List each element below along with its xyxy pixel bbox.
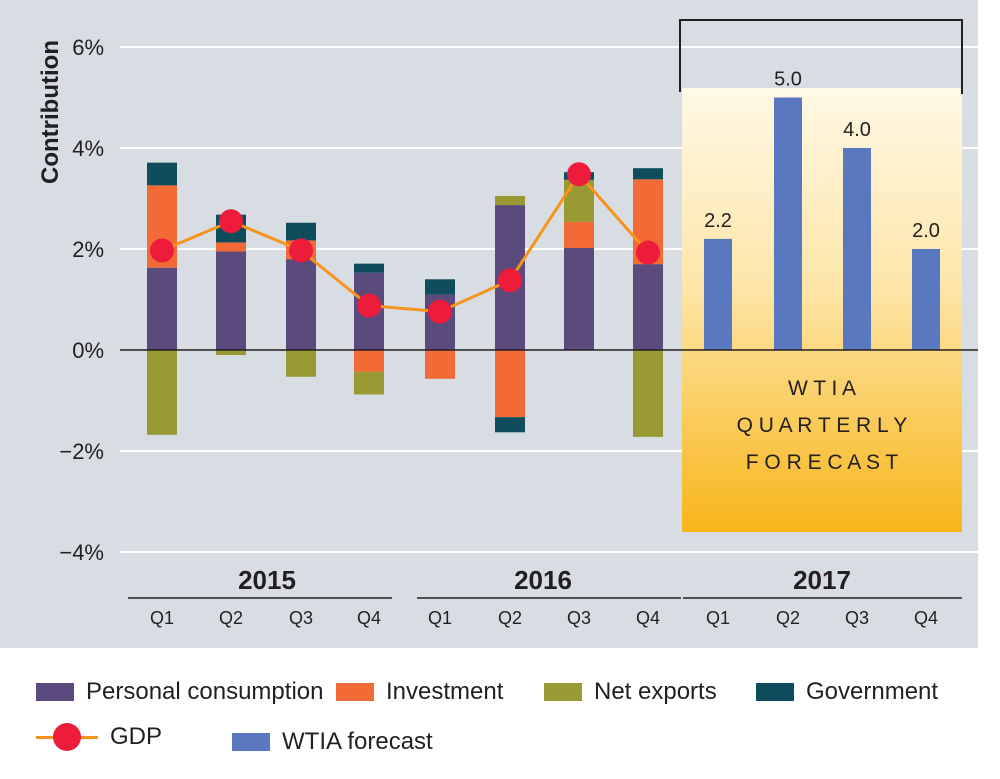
- quarter-label: Q1: [428, 608, 452, 628]
- quarter-label: Q3: [845, 608, 869, 628]
- legend-label: Investment: [386, 678, 504, 705]
- y-tick-label: −4%: [59, 540, 104, 565]
- forecast-bar: [843, 148, 871, 350]
- y-axis-title: Contribution: [37, 40, 64, 184]
- bar-segment: [495, 417, 525, 433]
- forecast-panel-text: Q U A R T E R L Y: [737, 414, 908, 437]
- bar-segment: [633, 168, 663, 180]
- bar-segment: [495, 195, 525, 206]
- gdp-point: [289, 238, 313, 263]
- bar-segment: [286, 350, 316, 377]
- y-tick-label: 0%: [72, 338, 104, 363]
- forecast-value-label: 5.0: [774, 69, 802, 91]
- forecast-bar: [774, 97, 802, 350]
- legend-label: Government: [806, 678, 939, 705]
- gdp-point: [498, 268, 522, 293]
- legend-label: Personal consumption: [86, 678, 324, 705]
- forecast-bar: [704, 238, 732, 350]
- forecast-value-label: 4.0: [843, 119, 871, 141]
- quarter-label: Q2: [219, 608, 243, 628]
- bar-segment: [216, 350, 246, 356]
- year-label: 2016: [514, 565, 572, 595]
- forecast-value-label: 2.2: [704, 210, 732, 232]
- quarter-label: Q3: [567, 608, 591, 628]
- bar-segment: [564, 221, 594, 248]
- legend-label: WTIA forecast: [282, 728, 433, 755]
- y-tick-label: −2%: [59, 439, 104, 464]
- quarter-label: Q2: [498, 608, 522, 628]
- legend-item-government: Government: [756, 678, 938, 706]
- quarter-label: Q1: [706, 608, 730, 628]
- y-tick-label: 6%: [72, 35, 104, 60]
- bar-segment: [633, 350, 663, 437]
- legend-label: Net exports: [594, 678, 717, 705]
- quarter-label: Q2: [776, 608, 800, 628]
- bar-segment: [147, 350, 177, 435]
- legend-item-wtia-forecast: WTIA forecast: [232, 728, 433, 756]
- year-label: 2017: [793, 565, 851, 595]
- y-tick-label: 2%: [72, 237, 104, 262]
- gdp-contribution-chart: W T I AQ U A R T E R L YF O R E C A S T …: [0, 0, 978, 648]
- bar-segment: [216, 242, 246, 252]
- forecast-panel-text: F O R E C A S T: [746, 451, 899, 474]
- bar-segment: [147, 267, 177, 350]
- year-label: 2015: [238, 565, 296, 595]
- legend-swatch-personal-consumption: [36, 683, 74, 701]
- legend-item-personal-consumption: Personal consumption: [36, 678, 323, 706]
- bar-segment: [633, 264, 663, 350]
- bar-segment: [354, 263, 384, 273]
- legend-item-gdp: GDP: [36, 723, 162, 751]
- bar-segment: [425, 279, 455, 295]
- legend-swatch-government: [756, 683, 794, 701]
- quarter-label: Q4: [914, 608, 938, 628]
- quarter-label: Q4: [636, 608, 660, 628]
- quarter-label: Q4: [357, 608, 381, 628]
- legend-item-investment: Investment: [336, 678, 503, 706]
- legend-item-net-exports: Net exports: [544, 678, 717, 706]
- gdp-point: [636, 240, 660, 265]
- bar-segment: [425, 350, 455, 379]
- legend-swatch-investment: [336, 683, 374, 701]
- bar-segment: [286, 222, 316, 241]
- legend-label: GDP: [110, 723, 163, 750]
- bar-segment: [564, 247, 594, 350]
- gdp-point: [428, 299, 452, 324]
- gdp-point: [357, 293, 381, 318]
- forecast-bracket: [679, 19, 963, 94]
- bar-segment: [286, 259, 316, 350]
- gdp-legend-marker-icon: [36, 723, 98, 751]
- quarter-label: Q3: [289, 608, 313, 628]
- bar-segment: [147, 162, 177, 186]
- bar-segment: [354, 350, 384, 372]
- legend-swatch-wtia-forecast: [232, 733, 270, 751]
- bar-segment: [216, 251, 246, 350]
- legend-swatch-net-exports: [544, 683, 582, 701]
- gdp-point: [567, 162, 591, 187]
- forecast-value-label: 2.0: [912, 220, 940, 242]
- quarter-label: Q1: [150, 608, 174, 628]
- gdp-point: [219, 209, 243, 234]
- forecast-panel-text: W T I A: [788, 377, 856, 400]
- gdp-point: [150, 238, 174, 263]
- bar-segment: [354, 371, 384, 395]
- bar-segment: [495, 350, 525, 418]
- gdp-line: [161, 171, 650, 314]
- forecast-bar: [912, 249, 940, 350]
- y-tick-label: 4%: [72, 136, 104, 161]
- legend: Personal consumption Investment Net expo…: [0, 660, 1000, 779]
